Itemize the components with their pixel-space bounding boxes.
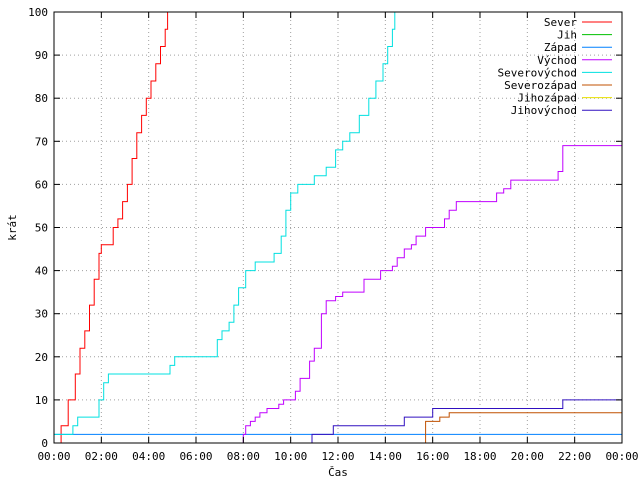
x-tick-label: 04:00	[132, 450, 165, 463]
y-tick-label: 80	[35, 92, 48, 105]
ticks	[53, 11, 623, 444]
series-line-sever	[56, 12, 173, 443]
y-tick-label: 10	[35, 394, 48, 407]
x-tick-label: 14:00	[369, 450, 402, 463]
legend-label: Jihozápad	[517, 92, 577, 105]
x-tick-label: 00:00	[37, 450, 70, 463]
y-tick-label: 30	[35, 308, 48, 321]
x-tick-label: 02:00	[85, 450, 118, 463]
y-axis-title: krát	[6, 214, 19, 241]
y-tick-label: 0	[41, 437, 48, 450]
y-tick-label: 60	[35, 178, 48, 191]
legend-label: Západ	[544, 41, 577, 54]
x-tick-label: 12:00	[321, 450, 354, 463]
series-line-východ	[241, 145, 622, 443]
x-tick-label: 18:00	[463, 450, 496, 463]
y-tick-label: 100	[28, 6, 48, 19]
y-tick-label: 90	[35, 49, 48, 62]
series-line-severovýchod	[54, 12, 396, 435]
series-line-severozápad	[420, 412, 622, 443]
series-line-jihovýchod	[307, 399, 622, 443]
series-layer	[54, 12, 622, 443]
y-tick-label: 40	[35, 265, 48, 278]
legend-label: Východ	[537, 54, 577, 67]
legend-label: Severozápad	[504, 79, 577, 92]
x-axis-title: Čas	[328, 466, 348, 479]
legend-label: Sever	[544, 16, 577, 29]
legend-label: Jihovýchod	[511, 104, 577, 117]
x-tick-label: 10:00	[274, 450, 307, 463]
y-tick-label: 50	[35, 222, 48, 235]
legend-label: Jih	[557, 29, 577, 42]
y-tick-label: 20	[35, 351, 48, 364]
x-tick-label: 06:00	[179, 450, 212, 463]
legend-label: Severovýchod	[498, 66, 577, 79]
grid	[54, 12, 622, 443]
x-tick-label: 08:00	[227, 450, 260, 463]
tick-labels: 0 10 20 30 40 50 60 70 80 90 100 00:00 02:00 04:00 06:…	[28, 6, 638, 463]
y-tick-label: 70	[35, 135, 48, 148]
x-tick-label: 00:00	[605, 450, 638, 463]
x-tick-label: 16:00	[416, 450, 449, 463]
legend: SeverJihZápadVýchodSeverovýchodSeverozáp…	[498, 16, 612, 117]
x-tick-label: 20:00	[511, 450, 544, 463]
x-tick-label: 22:00	[558, 450, 591, 463]
